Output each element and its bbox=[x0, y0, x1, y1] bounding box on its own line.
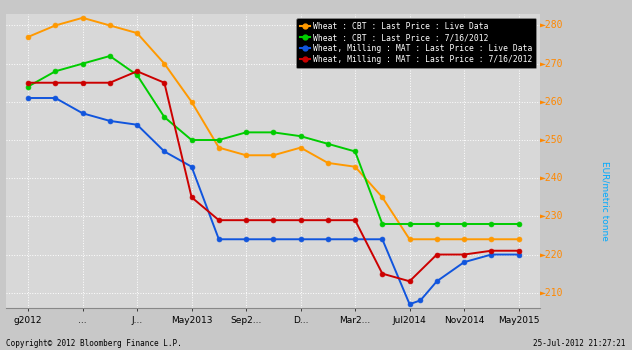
Text: ►220: ►220 bbox=[540, 250, 564, 260]
Text: EUR/metric tonne: EUR/metric tonne bbox=[600, 161, 609, 241]
Text: ►270: ►270 bbox=[540, 59, 564, 69]
Text: ►230: ►230 bbox=[540, 211, 564, 221]
Text: ►240: ►240 bbox=[540, 173, 564, 183]
Text: ►260: ►260 bbox=[540, 97, 564, 107]
Text: Copyright© 2012 Bloomberg Finance L.P.: Copyright© 2012 Bloomberg Finance L.P. bbox=[6, 339, 182, 348]
Text: ►280: ►280 bbox=[540, 20, 564, 30]
Text: ►210: ►210 bbox=[540, 288, 564, 298]
Legend: Wheat : CBT : Last Price : Live Data, Wheat : CBT : Last Price : 7/16/2012, Whea: Wheat : CBT : Last Price : Live Data, Wh… bbox=[296, 18, 537, 68]
Text: 25-Jul-2012 21:27:21: 25-Jul-2012 21:27:21 bbox=[533, 339, 626, 348]
Text: ►250: ►250 bbox=[540, 135, 564, 145]
